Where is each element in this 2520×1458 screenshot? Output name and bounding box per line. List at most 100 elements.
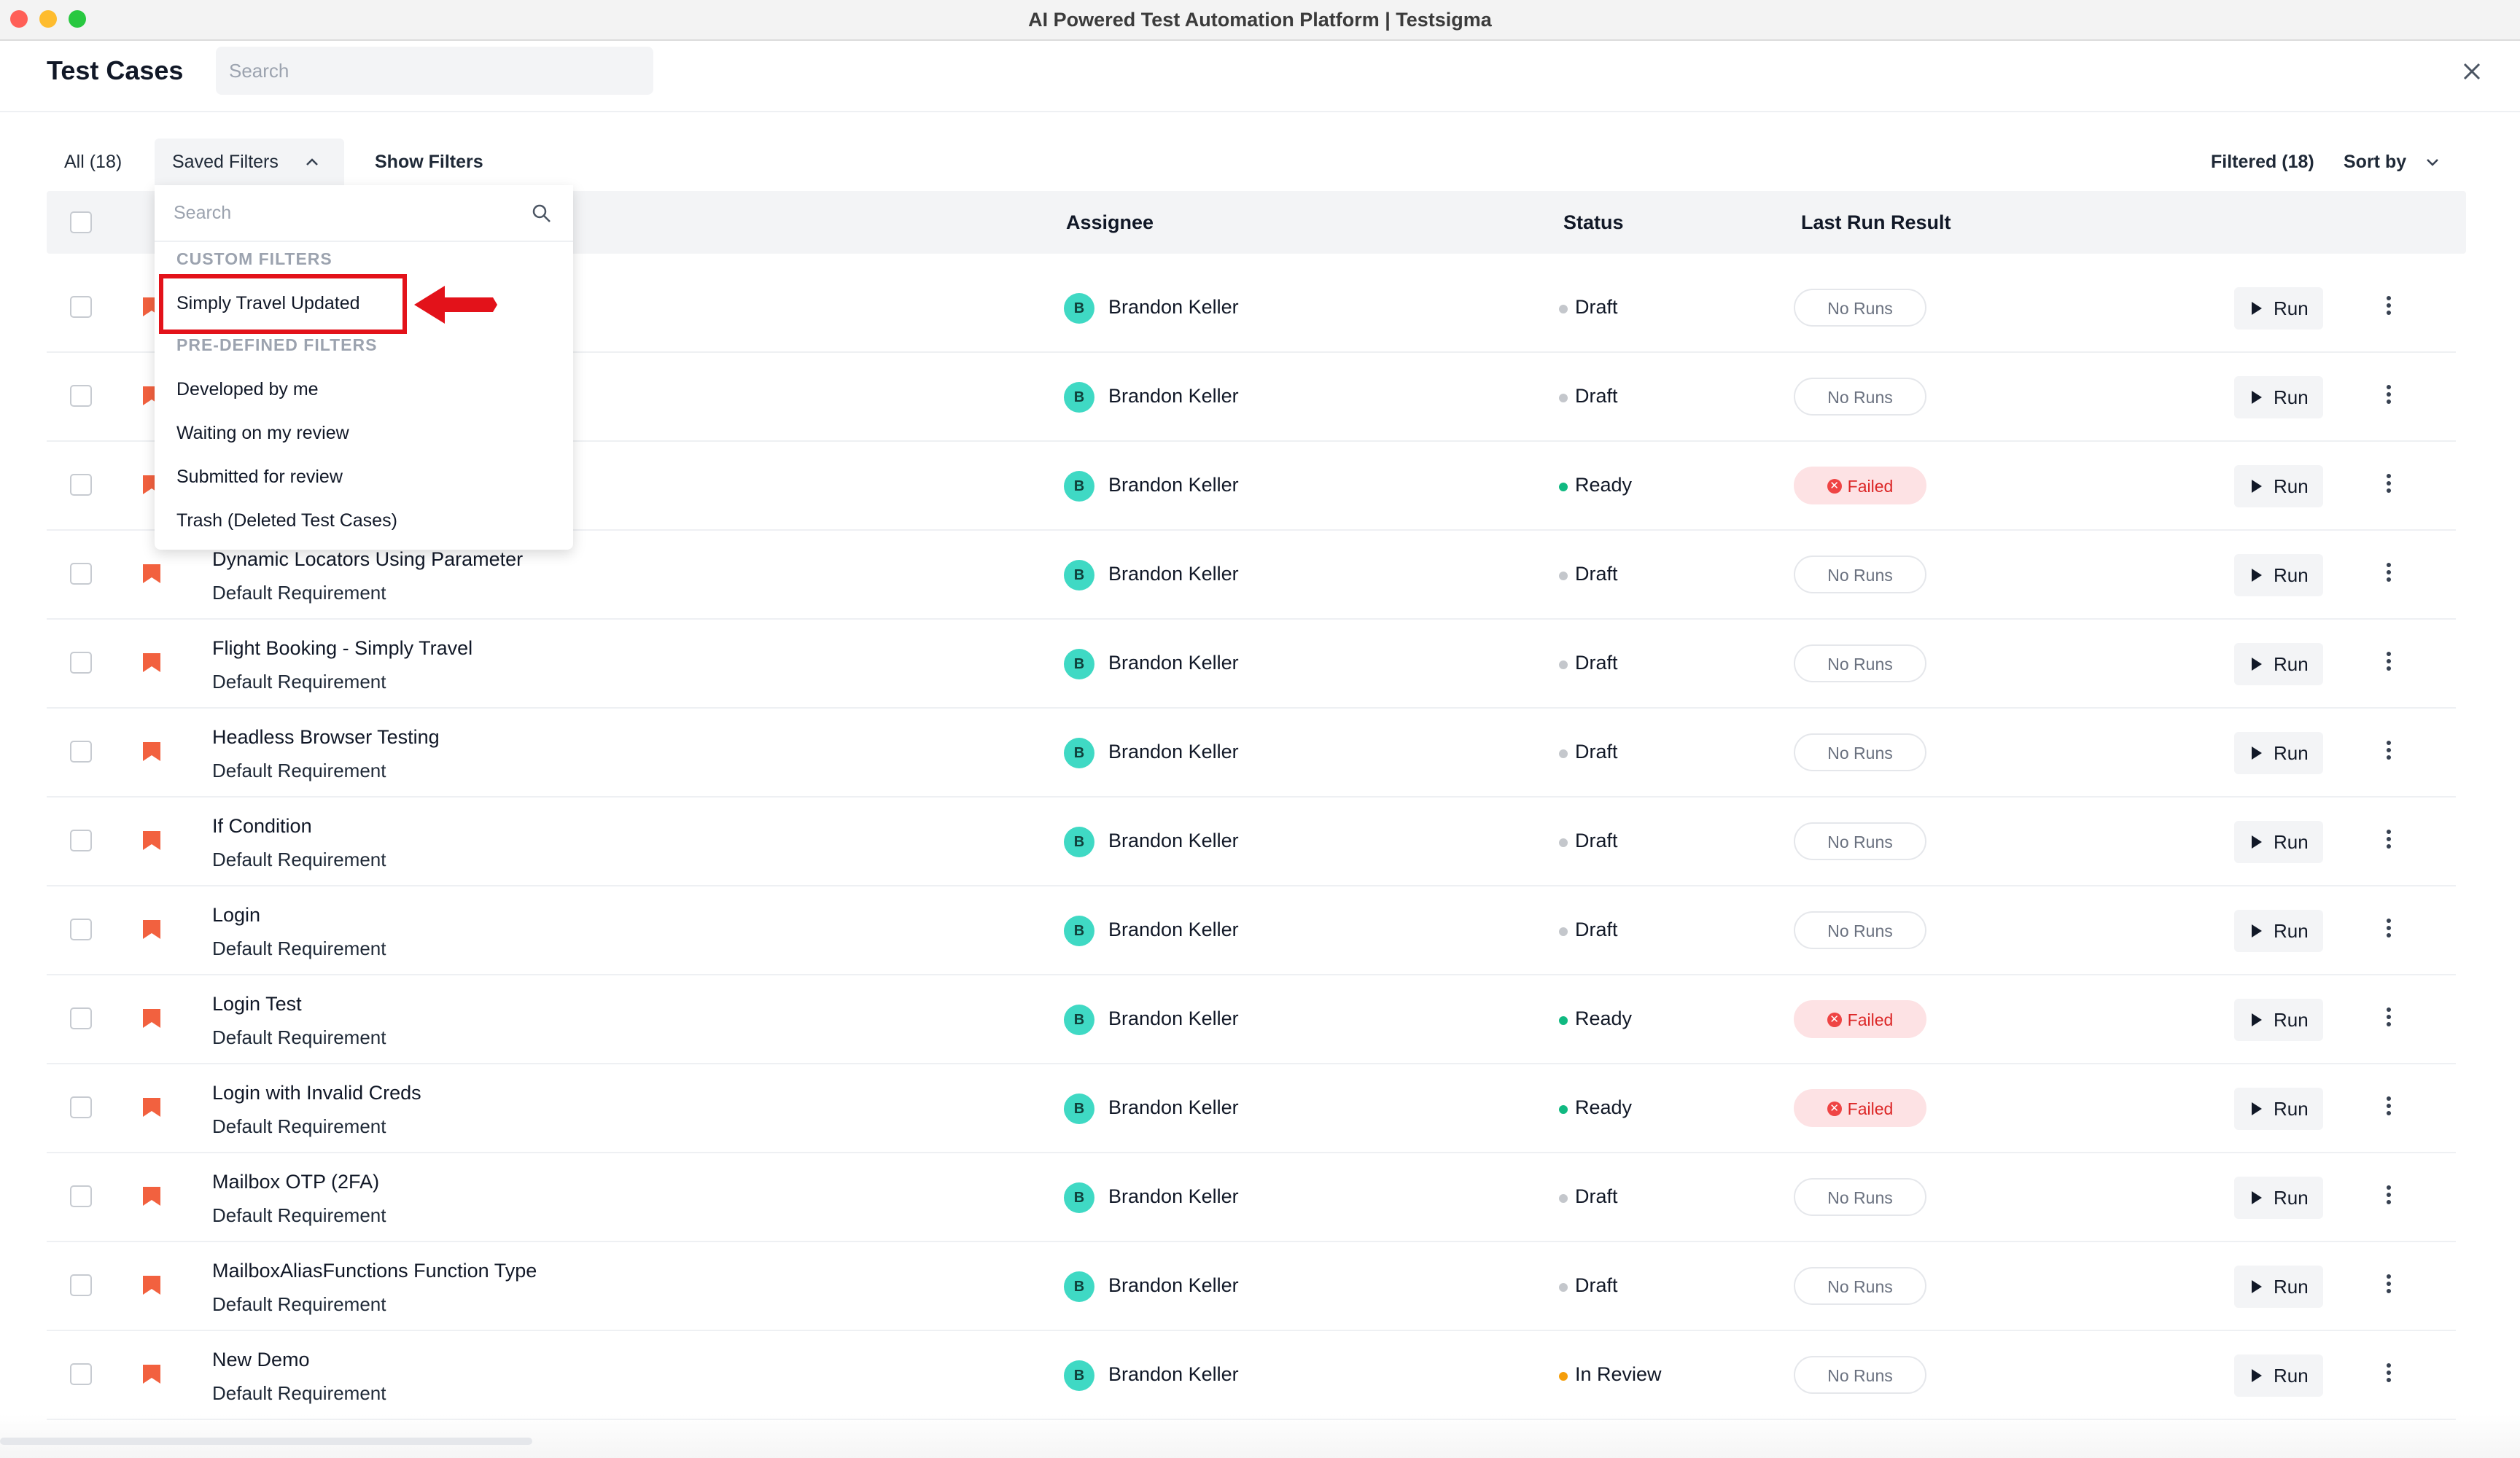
row-checkbox[interactable]: [70, 741, 92, 763]
table-row[interactable]: Login with Invalid Creds Default Require…: [47, 1064, 2456, 1153]
test-case-name[interactable]: Login Test: [212, 993, 302, 1015]
table-row[interactable]: Dynamic Locators Using Parameter Default…: [47, 531, 2456, 620]
table-row[interactable]: Login Test Default Requirement B Brandon…: [47, 975, 2456, 1064]
kebab-menu-icon[interactable]: [2383, 471, 2395, 500]
kebab-menu-icon[interactable]: [2383, 1094, 2395, 1123]
run-button[interactable]: Run: [2234, 376, 2323, 418]
run-button[interactable]: Run: [2234, 732, 2323, 774]
window-minimize-button[interactable]: [39, 10, 57, 28]
run-button[interactable]: Run: [2234, 999, 2323, 1041]
table-row[interactable]: B Brandon Keller Draft No Runs Run: [47, 353, 2456, 442]
kebab-menu-icon[interactable]: [2383, 293, 2395, 322]
sort-by-button[interactable]: Sort by: [2344, 139, 2438, 185]
close-icon[interactable]: [2457, 57, 2486, 86]
assignee-name: Brandon Keller: [1108, 385, 1239, 407]
table-row[interactable]: If Condition Default Requirement B Brand…: [47, 798, 2456, 886]
row-checkbox[interactable]: [70, 1185, 92, 1207]
avatar: B: [1064, 738, 1094, 768]
kebab-menu-icon[interactable]: [2383, 827, 2395, 856]
filter-simply-travel-updated[interactable]: Simply Travel Updated: [176, 293, 360, 313]
flag-icon: [143, 920, 160, 939]
kebab-menu-icon[interactable]: [2383, 1005, 2395, 1034]
table-row[interactable]: New Demo Default Requirement B Brandon K…: [47, 1331, 2456, 1420]
table-row[interactable]: MailboxAliasFunctions Function Type Defa…: [47, 1242, 2456, 1331]
flag-icon: [143, 564, 160, 583]
row-checkbox[interactable]: [70, 652, 92, 674]
dropdown-search-input[interactable]: [172, 194, 510, 232]
column-last-run-result[interactable]: Last Run Result: [1801, 211, 1951, 233]
avatar: B: [1064, 916, 1094, 946]
test-case-name[interactable]: Headless Browser Testing: [212, 726, 440, 748]
run-button[interactable]: Run: [2234, 1177, 2323, 1219]
kebab-menu-icon[interactable]: [2383, 1360, 2395, 1389]
test-case-name[interactable]: If Condition: [212, 815, 312, 837]
row-checkbox[interactable]: [70, 919, 92, 940]
tab-all[interactable]: All (18): [64, 152, 122, 172]
last-run-result-badge: No Runs: [1794, 289, 1926, 327]
status-badge: Ready: [1575, 474, 1633, 496]
test-case-name[interactable]: MailboxAliasFunctions Function Type: [212, 1260, 537, 1282]
run-button[interactable]: Run: [2234, 1266, 2323, 1308]
window-zoom-button[interactable]: [69, 10, 86, 28]
table-row[interactable]: B Brandon Keller Draft No Runs Run: [47, 264, 2456, 353]
test-case-name[interactable]: Dynamic Locators Using Parameter: [212, 548, 524, 570]
test-case-name[interactable]: Login with Invalid Creds: [212, 1082, 421, 1104]
window-close-button[interactable]: [10, 10, 28, 28]
search-input[interactable]: [216, 47, 653, 95]
row-checkbox[interactable]: [70, 563, 92, 585]
flag-icon: [143, 1009, 160, 1028]
row-checkbox[interactable]: [70, 830, 92, 851]
kebab-menu-icon[interactable]: [2383, 1271, 2395, 1301]
row-checkbox[interactable]: [70, 1274, 92, 1296]
column-status[interactable]: Status: [1563, 211, 1624, 233]
last-run-result-text: No Runs: [1827, 921, 1893, 940]
row-checkbox[interactable]: [70, 1007, 92, 1029]
table-row[interactable]: Flight Booking - Simply Travel Default R…: [47, 620, 2456, 709]
assignee-name: Brandon Keller: [1108, 919, 1239, 940]
row-checkbox[interactable]: [70, 385, 92, 407]
table-row[interactable]: B Brandon Keller Ready ✕ Failed Run: [47, 442, 2456, 531]
test-case-name[interactable]: Flight Booking - Simply Travel: [212, 637, 473, 659]
run-button[interactable]: Run: [2234, 643, 2323, 685]
status-dot-icon: [1559, 749, 1568, 758]
kebab-menu-icon[interactable]: [2383, 1182, 2395, 1212]
saved-filters-button[interactable]: Saved Filters: [155, 139, 344, 185]
assignee-name: Brandon Keller: [1108, 652, 1239, 674]
filter-submitted-for-review[interactable]: Submitted for review: [176, 467, 343, 487]
row-checkbox[interactable]: [70, 296, 92, 318]
run-label: Run: [2274, 1098, 2309, 1120]
table-row[interactable]: Mailbox OTP (2FA) Default Requirement B …: [47, 1153, 2456, 1242]
run-button[interactable]: Run: [2234, 287, 2323, 330]
row-checkbox[interactable]: [70, 1096, 92, 1118]
table-row[interactable]: Headless Browser Testing Default Require…: [47, 709, 2456, 798]
filter-developed-by-me[interactable]: Developed by me: [176, 379, 319, 399]
avatar: B: [1064, 471, 1094, 502]
run-button[interactable]: Run: [2234, 554, 2323, 596]
status-dot-icon: [1559, 660, 1568, 669]
test-case-name[interactable]: Login: [212, 904, 261, 926]
column-assignee[interactable]: Assignee: [1066, 211, 1154, 233]
row-checkbox[interactable]: [70, 474, 92, 496]
run-button[interactable]: Run: [2234, 910, 2323, 952]
run-button[interactable]: Run: [2234, 465, 2323, 507]
test-case-name[interactable]: New Demo: [212, 1349, 310, 1371]
show-filters-button[interactable]: Show Filters: [375, 152, 483, 172]
run-button[interactable]: Run: [2234, 821, 2323, 863]
kebab-menu-icon[interactable]: [2383, 382, 2395, 411]
filter-waiting-on-my-review[interactable]: Waiting on my review: [176, 423, 349, 443]
annotation-arrow-icon: [414, 286, 497, 324]
kebab-menu-icon[interactable]: [2383, 649, 2395, 678]
run-button[interactable]: Run: [2234, 1354, 2323, 1397]
kebab-menu-icon[interactable]: [2383, 738, 2395, 767]
assignee-name: Brandon Keller: [1108, 563, 1239, 585]
table-row[interactable]: Login Default Requirement B Brandon Kell…: [47, 886, 2456, 975]
kebab-menu-icon[interactable]: [2383, 560, 2395, 589]
test-case-name[interactable]: Mailbox OTP (2FA): [212, 1171, 380, 1193]
select-all-checkbox[interactable]: [70, 211, 92, 233]
filter-trash[interactable]: Trash (Deleted Test Cases): [176, 510, 397, 531]
horizontal-scrollbar[interactable]: [0, 1438, 532, 1445]
run-button[interactable]: Run: [2234, 1088, 2323, 1130]
row-checkbox[interactable]: [70, 1363, 92, 1385]
kebab-menu-icon[interactable]: [2383, 916, 2395, 945]
run-label: Run: [2274, 653, 2309, 675]
